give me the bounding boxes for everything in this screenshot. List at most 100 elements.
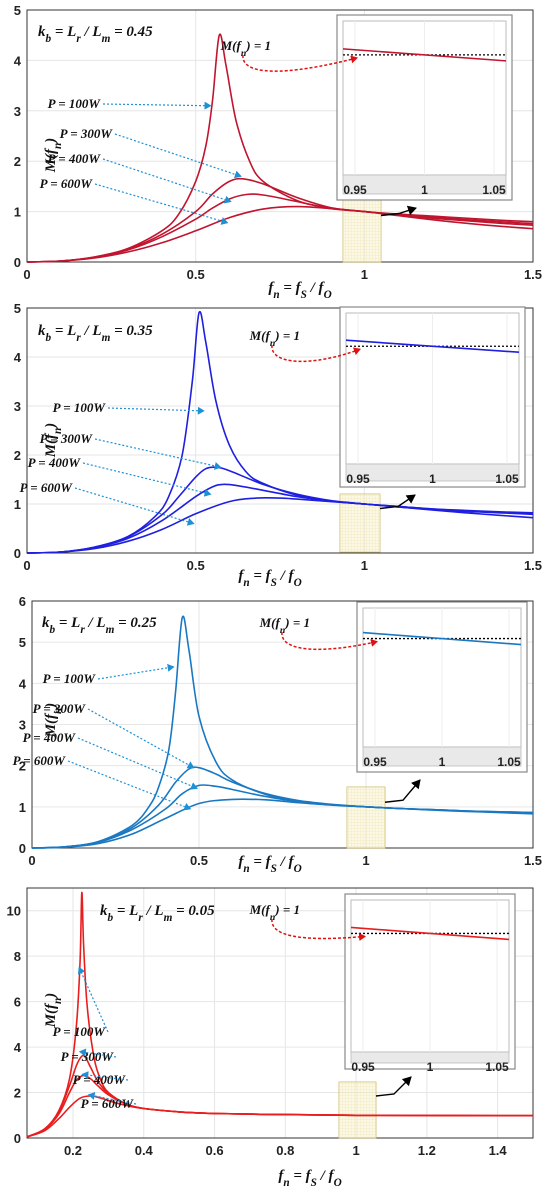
series-label-4: P = 600W — [13, 753, 67, 768]
x-tick-label: 1 — [362, 853, 369, 868]
y-tick-label: 8 — [14, 949, 21, 964]
y-tick-label: 6 — [14, 995, 21, 1010]
y-axis-label: M(fn) — [43, 993, 64, 1029]
x-tick-label: 0 — [23, 558, 30, 573]
reference-arrow — [271, 344, 361, 363]
inset-tick-label: 0.95 — [346, 472, 370, 486]
series-label-1: P = 100W — [53, 1024, 107, 1039]
reference-label: M(fn) = 1 — [249, 902, 300, 923]
y-tick-label: 2 — [14, 154, 21, 169]
inset-series-line — [362, 631, 522, 646]
x-tick-label: 1.5 — [524, 267, 542, 282]
y-tick-label: 0 — [14, 1131, 21, 1146]
series-label-arrow — [74, 487, 195, 526]
y-tick-label: 0 — [14, 255, 21, 270]
series-label-2: P = 300W — [61, 1049, 115, 1064]
reference-label: M(fn) = 1 — [259, 615, 310, 636]
x-tick-label: 0.8 — [276, 1143, 294, 1158]
zoom-connector-arrow — [375, 1076, 412, 1097]
series-label-1: P = 100W — [53, 400, 107, 415]
x-axis-label: fn = fS / fO — [278, 1168, 341, 1189]
y-tick-label: 3 — [14, 399, 21, 414]
x-tick-label: 1.4 — [489, 1143, 508, 1158]
plot-frame — [26, 9, 534, 263]
inset-tick-label: 1 — [421, 183, 428, 197]
x-tick-label: 1.2 — [418, 1143, 436, 1158]
series-label-3: P = 400W — [28, 455, 82, 470]
y-tick-label: 2 — [14, 1086, 21, 1101]
x-tick-label: 1 — [361, 558, 368, 573]
y-tick-label: 4 — [19, 676, 27, 691]
zoom-region-box — [346, 786, 386, 849]
y-tick-label: 3 — [19, 718, 26, 733]
series-label-2: P = 300W — [40, 431, 94, 446]
series-line-4 — [26, 497, 534, 554]
series-label-arrow — [82, 462, 212, 497]
x-tick-label: 0.5 — [187, 558, 205, 573]
chart-panel-1: 0 0.5 1 1.5 0 1 2 3 4 5 P = 100W P = 300W P = 400W P … — [14, 3, 542, 301]
series-label-arrow — [102, 158, 232, 204]
y-tick-label: 0 — [19, 841, 26, 856]
inset-zoom: 0.95 1 1.05 — [336, 14, 513, 201]
series-label-arrow — [67, 760, 192, 811]
x-tick-label: 1 — [352, 1143, 359, 1158]
reference-arrow — [271, 918, 366, 941]
inset-tick-label: 0.95 — [363, 755, 387, 769]
x-axis-label: fn = fS / fO — [238, 568, 301, 589]
zoom-region-fill — [339, 1082, 376, 1138]
x-tick-label: 1.5 — [524, 558, 542, 573]
x-tick-label: 0.2 — [64, 1143, 82, 1158]
x-axis-label: fn = fS / fO — [238, 854, 301, 875]
y-tick-label: 3 — [14, 104, 21, 119]
chart-panel-2: 0 0.5 1 1.5 0 1 2 3 4 5 P = 100W P = 300W P = 400W P … — [14, 301, 542, 589]
series-line-4 — [26, 205, 534, 263]
inset-tick-label: 1.05 — [495, 472, 519, 486]
inset-series-line — [342, 48, 507, 62]
y-tick-label: 2 — [19, 759, 26, 774]
reference-arrow — [281, 631, 378, 650]
series-line-3 — [26, 193, 534, 263]
inset-tick-label: 0.95 — [343, 183, 367, 197]
inset-tick-label: 1.05 — [482, 183, 506, 197]
chart-panel-4: 0.2 0.4 0.6 0.8 1 1.2 1.4 0 2 4 6 8 10 P = 100W P = 30… — [7, 887, 534, 1189]
series-label-arrow — [77, 737, 198, 790]
inset-tick-label: 1.05 — [485, 1060, 509, 1074]
series-label-arrow — [94, 183, 229, 225]
series-label-3: P = 400W — [48, 151, 102, 166]
series-line-4 — [26, 1095, 534, 1138]
series-label-arrow — [87, 1092, 137, 1105]
y-tick-label: 4 — [14, 1040, 22, 1055]
plot-frame — [26, 307, 534, 554]
x-tick-label: 0 — [23, 267, 30, 282]
zoom-connector-arrow — [384, 779, 421, 803]
x-tick-label: 1 — [361, 267, 368, 282]
y-tick-label: 1 — [14, 205, 21, 220]
inset-tick-label: 1 — [439, 755, 446, 769]
chart-panel-3: 0 0.5 1 1.5 0 1 2 3 4 5 6 P = 100W P = 300W P = 400W P… — [13, 594, 542, 875]
inset-tick-label: 1.05 — [497, 755, 521, 769]
reference-label: M(fn) = 1 — [220, 38, 271, 59]
zoom-connector-arrow — [380, 205, 417, 217]
reference-arrow — [242, 54, 358, 72]
inset-series-line — [350, 926, 510, 941]
plot-frame — [31, 600, 534, 849]
x-tick-label: 0.6 — [205, 1143, 223, 1158]
inset-zoom: 0.95 1 1.05 — [339, 306, 526, 488]
y-tick-label: 5 — [14, 3, 21, 18]
inset-zoom: 0.95 1 1.05 — [356, 601, 528, 773]
y-tick-label: 5 — [19, 635, 26, 650]
y-tick-label: 6 — [19, 594, 26, 609]
series-line-4 — [31, 798, 534, 849]
inset-tick-label: 1 — [427, 1060, 434, 1074]
zoom-region-fill — [347, 787, 385, 848]
x-tick-label: 1.5 — [524, 853, 542, 868]
series-label-4: P = 600W — [20, 480, 74, 495]
reference-label: M(fn) = 1 — [249, 328, 300, 349]
series-label-1: P = 100W — [48, 96, 102, 111]
series-label-3: P = 400W — [73, 1072, 127, 1087]
inset-zoom: 0.95 1 1.05 — [344, 893, 516, 1074]
series-label-arrow — [94, 438, 222, 470]
y-tick-label: 1 — [19, 800, 26, 815]
x-axis-label: fn = fS / fO — [268, 280, 331, 301]
